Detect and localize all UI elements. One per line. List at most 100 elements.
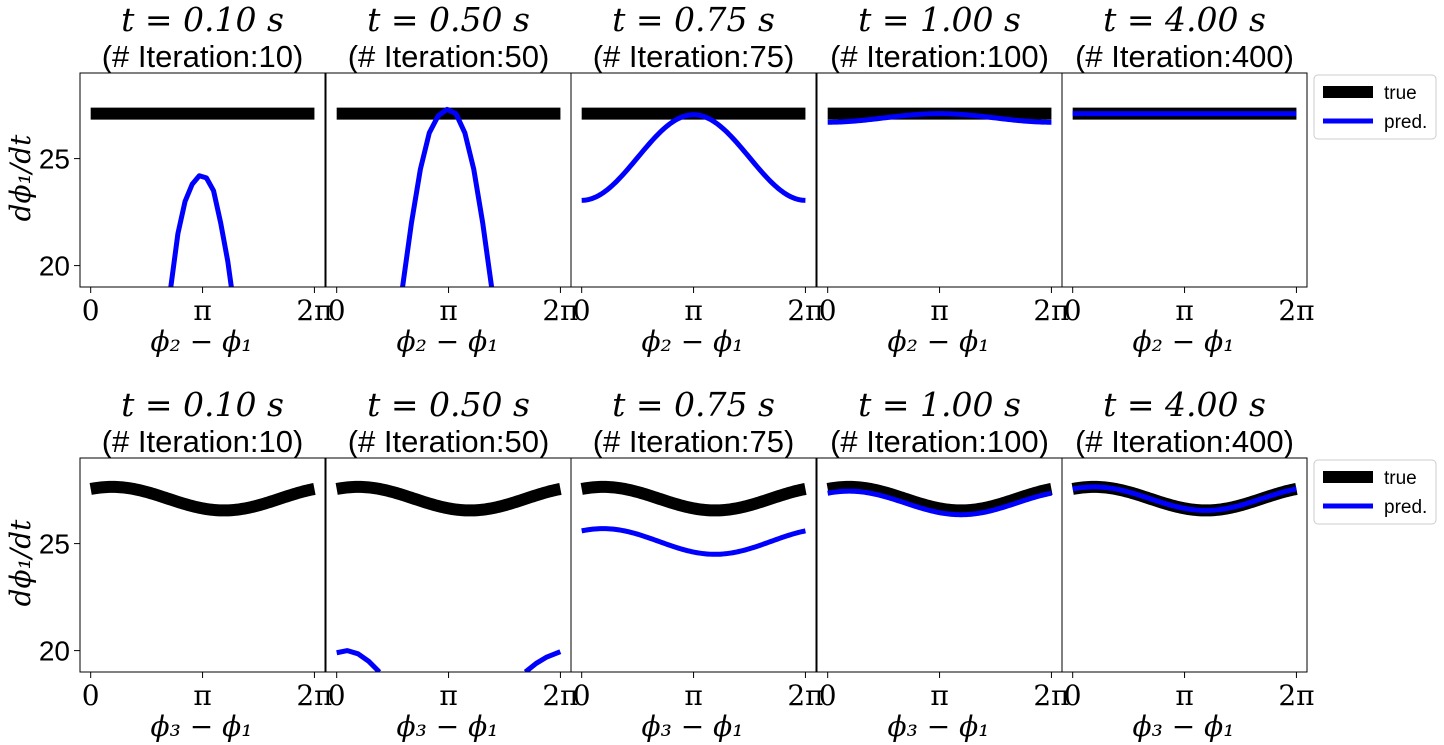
axes-frame xyxy=(816,72,1063,288)
x-tick-label: 2π xyxy=(1278,679,1314,712)
panel-title-time: t = 0.10 s xyxy=(121,385,284,424)
legend-label-pred: pred. xyxy=(1384,112,1427,133)
panel-r2-c4: 0 π 2π ϕ₃ − ϕ₁ t = 1.00 s(# Iteration:100) xyxy=(816,385,1070,743)
x-axis-label: ϕ₃ − ϕ₁ xyxy=(151,710,253,743)
panel-title-time: t = 4.00 s xyxy=(1103,385,1266,424)
panel-title-iteration: (# Iteration:50) xyxy=(348,39,550,74)
x-tick-label: π xyxy=(439,294,457,327)
true-series-line xyxy=(332,480,565,517)
x-axis-label: ϕ₂ − ϕ₁ xyxy=(642,325,744,358)
panel-r1-c2: 0 π 2π ϕ₂ − ϕ₁ t = 0.50 s(# Iteration:50) xyxy=(325,0,579,358)
y-tick-label: 25 xyxy=(39,144,70,175)
x-axis-label: ϕ₃ − ϕ₁ xyxy=(1133,710,1235,743)
panel-title-iteration: (# Iteration:400) xyxy=(1075,39,1294,74)
axes-frame xyxy=(570,72,817,288)
x-tick-label: 2π xyxy=(1033,294,1069,327)
x-axis-label: ϕ₃ − ϕ₁ xyxy=(642,710,744,743)
panel-r2-c3: 0 π 2π ϕ₃ − ϕ₁ t = 0.75 s(# Iteration:75) xyxy=(570,385,824,743)
panel-title-iteration: (# Iteration:75) xyxy=(593,39,795,74)
x-tick-label: 2π xyxy=(296,294,332,327)
panel-title-iteration: (# Iteration:100) xyxy=(830,424,1049,459)
axes-frame xyxy=(325,72,572,288)
x-tick-label: 0 xyxy=(328,294,346,327)
x-tick-label: 0 xyxy=(1064,679,1082,712)
x-axis-label: ϕ₂ − ϕ₁ xyxy=(1133,325,1235,358)
panel-title-iteration: (# Iteration:75) xyxy=(593,424,795,459)
pred-series-line xyxy=(827,111,1053,125)
pred-series-line xyxy=(400,106,495,287)
x-tick-label: 0 xyxy=(82,679,100,712)
x-tick-label: π xyxy=(930,679,948,712)
x-tick-label: π xyxy=(1175,679,1193,712)
panel-title-time: t = 0.50 s xyxy=(367,385,530,424)
panel-title-iteration: (# Iteration:10) xyxy=(102,424,304,459)
x-axis-label: ϕ₃ − ϕ₁ xyxy=(397,710,499,743)
y-axis-label: dϕ₁/dt xyxy=(4,519,37,607)
x-tick-label: 0 xyxy=(82,294,100,327)
panel-title-time: t = 1.00 s xyxy=(858,0,1021,39)
legend: true pred. xyxy=(1313,74,1437,140)
x-tick-label: 2π xyxy=(787,294,823,327)
axes-frame xyxy=(79,72,326,288)
panel-title-iteration: (# Iteration:50) xyxy=(348,424,550,459)
y-tick-label: 20 xyxy=(39,636,70,667)
legend: true pred. xyxy=(1313,459,1437,525)
panel-title-time: t = 0.75 s xyxy=(612,385,775,424)
panel-r1-c4: 0 π 2π ϕ₂ − ϕ₁ t = 1.00 s(# Iteration:100) xyxy=(816,0,1070,358)
x-axis-label: ϕ₂ − ϕ₁ xyxy=(888,325,990,358)
true-series-line xyxy=(823,480,1056,517)
x-tick-label: 0 xyxy=(328,679,346,712)
legend-label-true: true xyxy=(1384,468,1417,489)
x-axis-label: ϕ₂ − ϕ₁ xyxy=(397,325,499,358)
panel-title-time: t = 1.00 s xyxy=(858,385,1021,424)
y-axis-label: dϕ₁/dt xyxy=(4,134,37,222)
x-tick-label: π xyxy=(684,679,702,712)
x-tick-label: 0 xyxy=(573,679,591,712)
x-tick-label: 2π xyxy=(296,679,332,712)
panel-title-iteration: (# Iteration:100) xyxy=(830,39,1049,74)
x-tick-label: 0 xyxy=(819,294,837,327)
y-tick-label: 25 xyxy=(39,529,70,560)
x-axis-label: ϕ₃ − ϕ₁ xyxy=(888,710,990,743)
y-tick-label: 20 xyxy=(39,251,70,282)
pred-series-line xyxy=(336,648,382,672)
axes-frame xyxy=(1061,72,1308,288)
x-tick-label: 2π xyxy=(542,679,578,712)
x-tick-label: 2π xyxy=(1033,679,1069,712)
panel-title-iteration: (# Iteration:400) xyxy=(1075,424,1294,459)
pred-series-line xyxy=(581,526,807,557)
pred-series-line xyxy=(1072,484,1298,513)
x-axis-label: ϕ₂ − ϕ₁ xyxy=(151,325,253,358)
panel-title-iteration: (# Iteration:10) xyxy=(102,39,304,74)
legend-label-true: true xyxy=(1384,83,1417,104)
x-tick-label: 2π xyxy=(542,294,578,327)
pred-series-line xyxy=(168,173,234,287)
x-tick-label: π xyxy=(193,679,211,712)
x-tick-label: π xyxy=(193,294,211,327)
x-tick-label: 2π xyxy=(1278,294,1314,327)
x-tick-label: π xyxy=(684,294,702,327)
panel-title-time: t = 0.50 s xyxy=(367,0,530,39)
x-tick-label: 2π xyxy=(787,679,823,712)
x-tick-label: π xyxy=(439,679,457,712)
panel-r1-c1: 0 π 2π ϕ₂ − ϕ₁ t = 0.10 s(# Iteration:10) 20 2… xyxy=(4,0,333,358)
x-tick-label: 0 xyxy=(819,679,837,712)
x-tick-label: 0 xyxy=(1064,294,1082,327)
panel-title-time: t = 4.00 s xyxy=(1103,0,1266,39)
panel-title-time: t = 0.75 s xyxy=(612,0,775,39)
true-series-line xyxy=(86,480,319,517)
panel-title-time: t = 0.10 s xyxy=(121,0,284,39)
pred-series-line xyxy=(581,112,807,203)
legend-label-pred: pred. xyxy=(1384,497,1427,518)
panel-r2-c1: 0 π 2π ϕ₃ − ϕ₁ t = 0.10 s(# Iteration:10) 20 2… xyxy=(4,385,333,743)
x-tick-label: π xyxy=(1175,294,1193,327)
panel-r1-c5: 0 π 2π ϕ₂ − ϕ₁ t = 4.00 s(# Iteration:400) xyxy=(1061,0,1315,358)
pred-series-line xyxy=(827,488,1053,518)
panel-r2-c5: 0 π 2π ϕ₃ − ϕ₁ t = 4.00 s(# Iteration:400) xyxy=(1061,385,1315,743)
panel-r2-c2: 0 π 2π ϕ₃ − ϕ₁ t = 0.50 s(# Iteration:50) xyxy=(325,385,579,743)
x-tick-label: 0 xyxy=(573,294,591,327)
true-series-line xyxy=(577,480,810,517)
pred-series-line xyxy=(523,649,562,672)
x-tick-label: π xyxy=(930,294,948,327)
